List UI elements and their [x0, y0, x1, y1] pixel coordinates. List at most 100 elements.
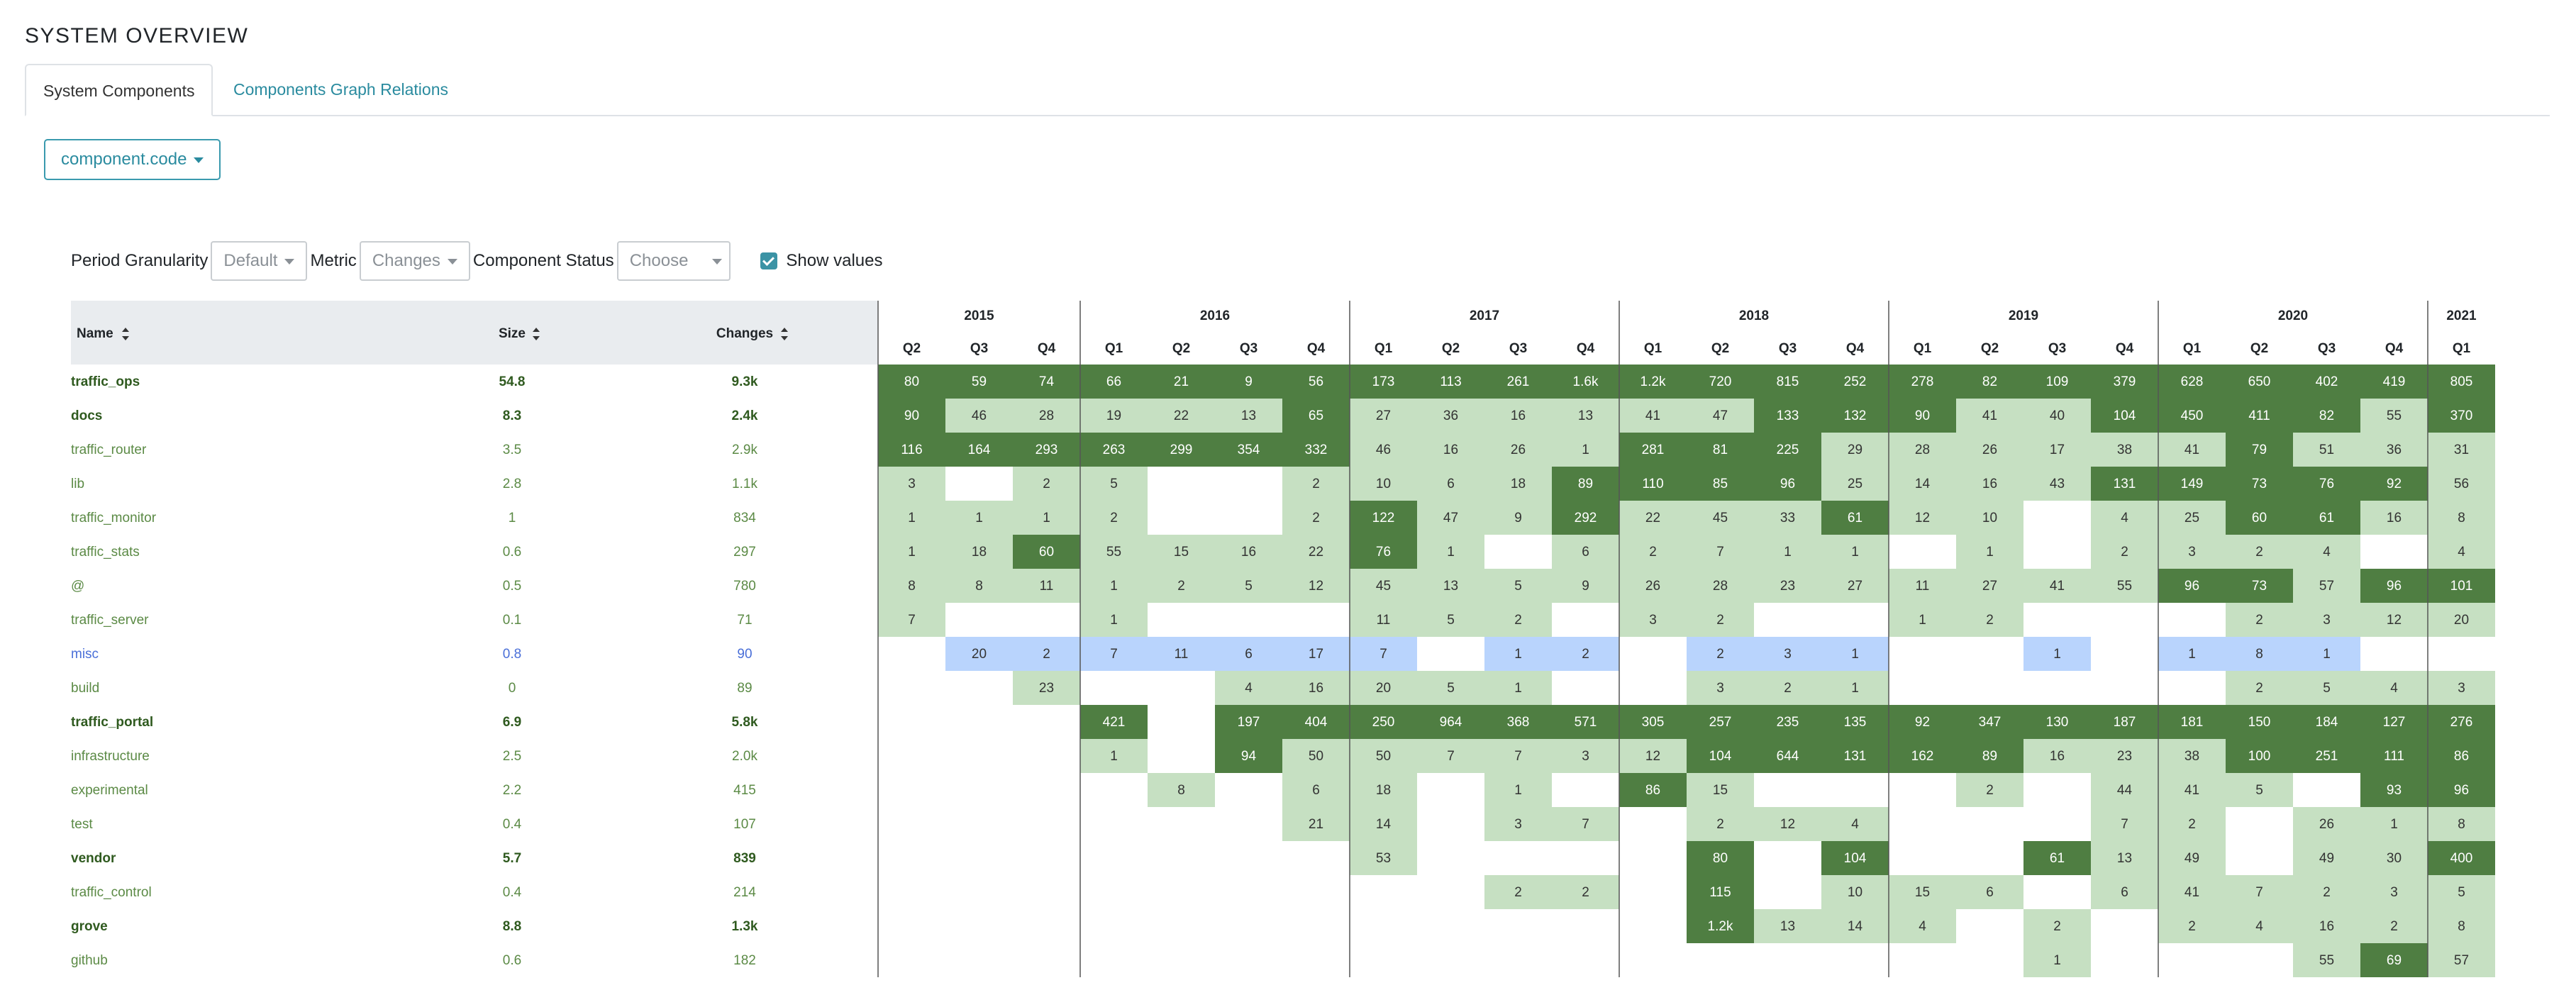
component-changes: 415	[733, 783, 756, 798]
heatmap-cell	[945, 535, 1013, 569]
heatmap-cell	[1956, 399, 2023, 433]
heatmap-cell-value: 113	[1440, 374, 1461, 389]
heatmap-cell	[1215, 637, 1282, 671]
heatmap-cell	[2158, 637, 2226, 671]
component-name[interactable]: grove	[71, 919, 108, 934]
heatmap-cell	[1417, 433, 1484, 467]
heatmap-cell	[1687, 467, 1754, 501]
heatmap-cell-value: 720	[1709, 374, 1732, 389]
heatmap-cell-value: 12	[1645, 749, 1660, 764]
heatmap-cell-value: 15	[1174, 545, 1189, 560]
heatmap-cell-value: 9	[1514, 511, 1522, 525]
component-name[interactable]: misc	[71, 647, 99, 662]
heatmap-cell	[2293, 705, 2360, 739]
column-header-size[interactable]: Size	[499, 326, 526, 341]
heatmap-cell-value: 56	[1309, 374, 1323, 389]
heatmap-cell-value: 50	[1376, 749, 1391, 764]
heatmap-cell	[1552, 637, 1619, 671]
heatmap-cell-value: 278	[1911, 374, 1934, 389]
heatmap-cell-value: 4	[2390, 681, 2398, 696]
metric-value: Changes	[372, 251, 440, 270]
heatmap-cell-value: 22	[1174, 408, 1189, 423]
component-name[interactable]: traffic_control	[71, 885, 152, 900]
quarter-header: Q3	[1240, 341, 1258, 356]
component-name[interactable]: traffic_router	[71, 443, 147, 457]
heatmap-cell	[1889, 433, 1956, 467]
heatmap-cell-value: 1	[1110, 749, 1118, 764]
tab-system-components[interactable]: System Components	[25, 64, 213, 116]
component-name[interactable]: infrastructure	[71, 749, 150, 764]
component-name[interactable]: traffic_portal	[71, 715, 153, 730]
heatmap-cell-value: 16	[2050, 749, 2065, 764]
column-header-changes[interactable]: Changes	[716, 326, 773, 341]
component-name[interactable]: traffic_ops	[71, 374, 140, 389]
component-name[interactable]: traffic_monitor	[71, 511, 157, 525]
heatmap-cell-value: 41	[2184, 443, 2199, 457]
heatmap-cell	[1552, 739, 1619, 773]
heatmap-cell	[1956, 773, 2023, 807]
heatmap-cell	[1350, 603, 1417, 637]
component-changes: 71	[737, 613, 752, 628]
heatmap-cell-value: 6	[1312, 783, 1320, 798]
heatmap-cell-value: 20	[1376, 681, 1391, 696]
component-name[interactable]: experimental	[71, 783, 148, 798]
heatmap-cell-value: 10	[1848, 885, 1862, 900]
component-changes: 2.4k	[732, 408, 758, 423]
heatmap-cell	[945, 501, 1013, 535]
component-name[interactable]: @	[71, 579, 84, 594]
component-name[interactable]: traffic_server	[71, 613, 149, 628]
quarter-header: Q1	[1105, 341, 1123, 356]
heatmap-cell	[1484, 705, 1552, 739]
heatmap-cell	[2158, 773, 2226, 807]
heatmap-cell	[1148, 637, 1215, 671]
heatmap-cell	[1687, 535, 1754, 569]
group-by-dropdown[interactable]: component.code	[44, 139, 221, 180]
component-name[interactable]: docs	[71, 408, 102, 423]
component-name[interactable]: build	[71, 681, 99, 696]
heatmap-cell	[2360, 501, 2428, 535]
heatmap-cell	[1687, 705, 1754, 739]
component-size: 2.2	[503, 783, 521, 798]
heatmap-cell	[1080, 603, 1148, 637]
status-select[interactable]: Choose	[616, 241, 731, 281]
heatmap-cell	[1148, 569, 1215, 603]
heatmap-cell	[2428, 399, 2495, 433]
year-header: 2021	[2446, 308, 2477, 323]
component-size: 0.4	[503, 885, 522, 900]
component-name[interactable]: github	[71, 953, 108, 968]
heatmap-cell	[2023, 705, 2091, 739]
heatmap-cell	[1552, 467, 1619, 501]
column-header-name[interactable]: Name	[77, 326, 113, 341]
heatmap-cell-value: 5	[1514, 579, 1522, 594]
metric-select[interactable]: Changes	[359, 241, 470, 281]
heatmap-cell-value: 3	[2458, 681, 2465, 696]
heatmap-cell-value: 79	[2252, 443, 2267, 457]
heatmap-cell	[2023, 569, 2091, 603]
heatmap-cell	[2226, 739, 2293, 773]
heatmap-cell-value: 571	[1575, 715, 1597, 730]
component-name[interactable]: lib	[71, 477, 84, 491]
component-name[interactable]: traffic_stats	[71, 545, 140, 560]
component-name[interactable]: vendor	[71, 851, 116, 866]
heatmap-cell-value: 29	[1848, 443, 1862, 457]
heatmap-cell-value: 2	[1582, 647, 1589, 662]
heatmap-cell-value: 66	[1106, 374, 1121, 389]
heatmap-cell-value: 3	[1716, 681, 1724, 696]
show-values-checkbox[interactable]	[760, 252, 778, 269]
heatmap-cell-value: 22	[1309, 545, 1323, 560]
heatmap-cell	[2360, 739, 2428, 773]
heatmap-cell-value: 1	[2053, 647, 2061, 662]
component-size: 1	[509, 511, 516, 525]
heatmap-cell	[1754, 399, 1821, 433]
heatmap-cell	[1215, 365, 1282, 399]
heatmap-cell	[2023, 365, 2091, 399]
heatmap-cell	[2091, 535, 2158, 569]
tab-components-graph-relations[interactable]: Components Graph Relations	[233, 80, 448, 99]
heatmap-cell	[2293, 433, 2360, 467]
component-name[interactable]: test	[71, 817, 93, 832]
component-changes: 834	[733, 511, 756, 525]
granularity-select[interactable]: Default	[211, 241, 308, 281]
quarter-header: Q3	[1779, 341, 1797, 356]
heatmap-cell	[1687, 433, 1754, 467]
heatmap-cell-value: 293	[1036, 443, 1058, 457]
